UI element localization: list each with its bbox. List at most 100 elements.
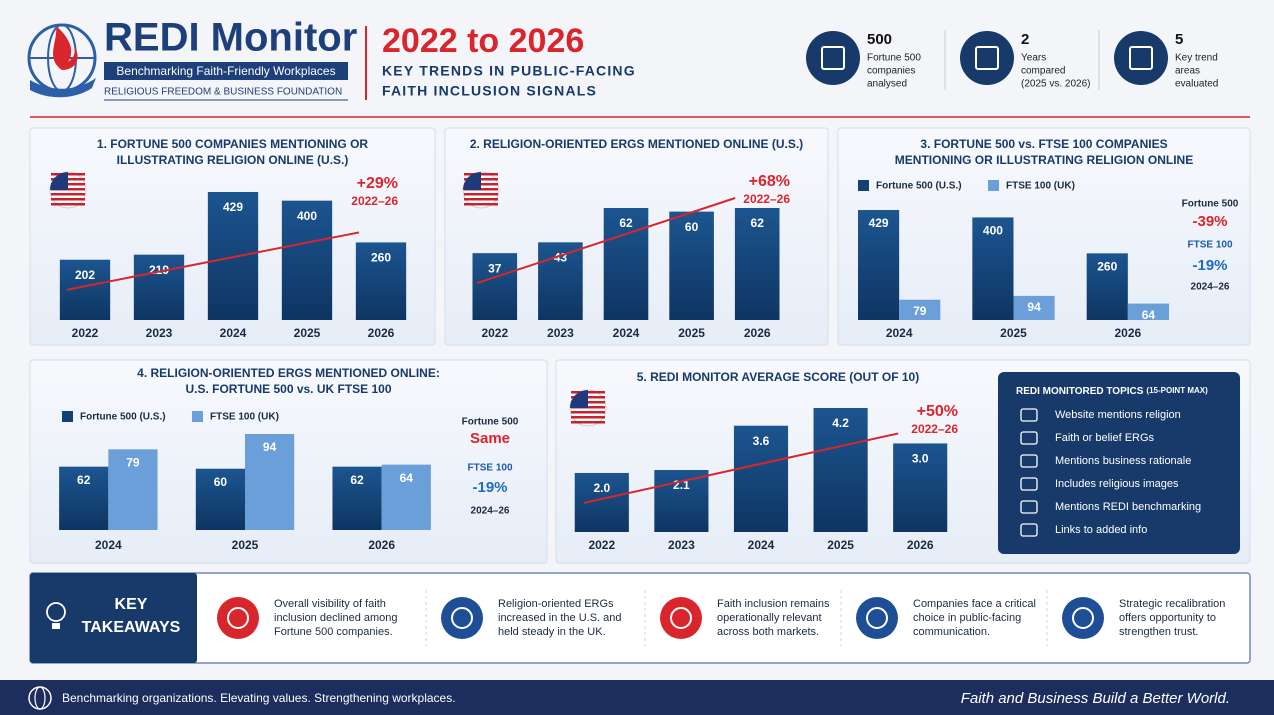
x-tick-label: 2026 bbox=[1114, 326, 1141, 340]
takeaway-text: Faith inclusion remains bbox=[717, 598, 830, 610]
data-label: 400 bbox=[983, 224, 1003, 238]
bar bbox=[108, 449, 158, 530]
takeaway-glyph bbox=[227, 607, 249, 629]
stat-text: areas bbox=[1175, 66, 1200, 77]
flag-stripe bbox=[51, 198, 85, 201]
flag-stripe bbox=[51, 193, 85, 196]
data-label: 260 bbox=[371, 251, 391, 265]
chart-title: MENTIONING OR ILLUSTRATING RELIGION ONLI… bbox=[895, 153, 1193, 167]
data-label: 94 bbox=[263, 440, 277, 454]
stat-icon bbox=[806, 31, 860, 85]
x-tick-label: 2023 bbox=[547, 326, 574, 340]
annotation: 2022–26 bbox=[911, 422, 958, 436]
data-label: 429 bbox=[869, 216, 889, 230]
subtitle: KEY TRENDS IN PUBLIC-FACING bbox=[382, 63, 636, 79]
legend-label: Fortune 500 (U.S.) bbox=[876, 181, 962, 192]
x-tick-label: 2024 bbox=[748, 538, 775, 552]
legend-swatch bbox=[192, 411, 203, 422]
bar bbox=[381, 464, 431, 530]
stat-text: analysed bbox=[867, 79, 907, 90]
data-label: 3.0 bbox=[912, 452, 929, 466]
data-label: 37 bbox=[488, 261, 502, 275]
x-tick-label: 2023 bbox=[668, 538, 695, 552]
annotation: 2022–26 bbox=[743, 192, 790, 206]
takeaway-icon bbox=[856, 597, 898, 639]
trend-line bbox=[476, 197, 736, 285]
data-label: 2.0 bbox=[593, 481, 610, 495]
bar bbox=[654, 470, 709, 532]
chart-title: 3. FORTUNE 500 vs. FTSE 100 COMPANIES bbox=[920, 137, 1167, 151]
takeaway-text: Overall visibility of faith bbox=[274, 598, 386, 610]
legend-label: FTSE 100 (UK) bbox=[1006, 181, 1075, 192]
footer-globe-meridian bbox=[34, 686, 46, 710]
bar bbox=[858, 210, 900, 320]
topics-note: (15-POINT MAX) bbox=[1146, 386, 1208, 395]
topics-title: REDI MONITORED TOPICS (15-POINT MAX) bbox=[1016, 386, 1208, 397]
stat-text: compared bbox=[1021, 66, 1065, 77]
topic-icon bbox=[1020, 477, 1038, 491]
x-tick-label: 2025 bbox=[294, 326, 321, 340]
flag-canton bbox=[463, 172, 481, 190]
topic-item: Mentions REDI benchmarking bbox=[1055, 501, 1201, 513]
topic-item: Website mentions religion bbox=[1055, 409, 1181, 421]
bar bbox=[1127, 303, 1169, 320]
topics-title: REDI MONITORED TOPICS bbox=[1016, 386, 1144, 397]
legend-label: FTSE 100 (UK) bbox=[210, 412, 279, 423]
flag-canton bbox=[570, 390, 588, 408]
stat-text: Years bbox=[1021, 53, 1046, 64]
bar bbox=[813, 408, 868, 532]
headline: 2022 to 2026 bbox=[382, 22, 584, 60]
data-label: 64 bbox=[400, 471, 414, 485]
brand: REDI Monitor bbox=[104, 16, 357, 60]
bar bbox=[472, 253, 518, 320]
bar bbox=[59, 466, 109, 530]
takeaway-icon bbox=[1062, 597, 1104, 639]
side-note: -19% bbox=[472, 479, 507, 496]
annotation: +68% bbox=[749, 173, 790, 190]
bar bbox=[899, 299, 941, 320]
topic-item: Mentions business rationale bbox=[1055, 455, 1191, 467]
topic-icon bbox=[1020, 454, 1038, 468]
stat-icon-glyph bbox=[975, 46, 999, 70]
data-label: 64 bbox=[1142, 308, 1156, 322]
data-label: 60 bbox=[214, 475, 228, 489]
data-label: 260 bbox=[1097, 260, 1117, 274]
stat-icon-glyph bbox=[1129, 46, 1153, 70]
chart-title: 1. FORTUNE 500 COMPANIES MENTIONING OR bbox=[97, 137, 368, 151]
chart-title: ILLUSTRATING RELIGION ONLINE (U.S.) bbox=[117, 153, 349, 167]
topic-icon bbox=[1020, 523, 1038, 537]
x-tick-label: 2025 bbox=[232, 538, 259, 552]
legend-label: Fortune 500 (U.S.) bbox=[80, 412, 166, 423]
x-tick-label: 2024 bbox=[886, 326, 913, 340]
takeaway-glyph bbox=[451, 607, 473, 629]
bar bbox=[245, 434, 295, 530]
x-tick-label: 2026 bbox=[907, 538, 934, 552]
side-note: FTSE 100 bbox=[1187, 240, 1232, 251]
data-label: 62 bbox=[751, 216, 765, 230]
takeaway-text: inclusion declined among bbox=[274, 612, 398, 624]
stat-text: evaluated bbox=[1175, 79, 1218, 90]
annotation: 2022–26 bbox=[351, 194, 398, 208]
data-label: 3.6 bbox=[753, 434, 770, 448]
bar bbox=[207, 192, 259, 320]
bar bbox=[669, 211, 714, 320]
x-tick-label: 2026 bbox=[368, 326, 395, 340]
side-note: -39% bbox=[1192, 213, 1227, 230]
topic-icon bbox=[1020, 500, 1038, 514]
tagline-box bbox=[104, 62, 348, 80]
data-label: 62 bbox=[350, 473, 364, 487]
footer-right: Faith and Business Build a Better World. bbox=[961, 690, 1230, 707]
bar bbox=[893, 443, 948, 532]
stat-number: 500 bbox=[867, 31, 892, 48]
takeaway-text: communication. bbox=[913, 626, 990, 638]
legend-swatch bbox=[858, 180, 869, 191]
stat-icon-glyph bbox=[821, 46, 845, 70]
panel bbox=[837, 127, 1251, 346]
takeaway-glyph bbox=[670, 607, 692, 629]
topic-icon bbox=[1020, 408, 1038, 422]
bar bbox=[355, 242, 407, 320]
flag-stripe bbox=[571, 416, 605, 419]
data-label: 79 bbox=[126, 455, 140, 469]
flag-stripe bbox=[464, 203, 498, 206]
